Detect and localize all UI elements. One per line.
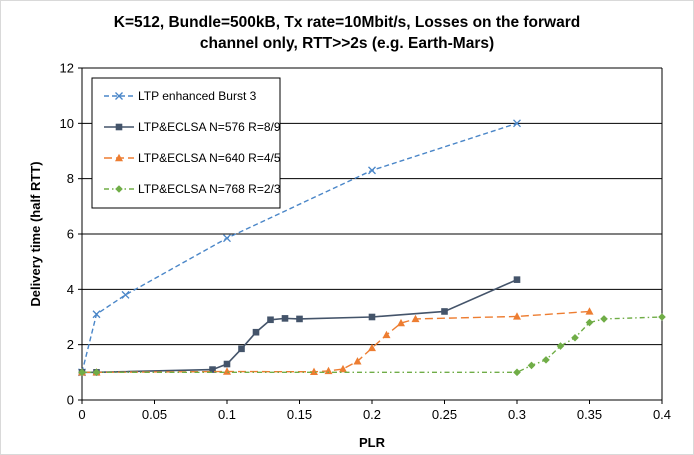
- data-point: [209, 366, 216, 373]
- y-tick-label: 8: [67, 171, 74, 186]
- data-point: [441, 308, 448, 315]
- data-point: [382, 330, 391, 339]
- legend-box: [91, 77, 281, 209]
- y-axis-title: Delivery time (half RTT): [28, 161, 43, 306]
- x-tick-label: 0.1: [218, 407, 236, 422]
- data-point: [600, 315, 608, 323]
- data-point: [78, 368, 86, 377]
- chart-title: K=512, Bundle=500kB, Tx rate=10Mbit/s, L…: [114, 14, 580, 52]
- legend-label: LTP&ECLSA N=768 R=2/3: [138, 182, 281, 196]
- x-tick-label: 0.2: [363, 407, 381, 422]
- x-tick-label: 0: [78, 407, 85, 422]
- legend-swatch-marker: [115, 153, 123, 162]
- data-point: [527, 361, 536, 370]
- data-point: [252, 328, 260, 336]
- series-line-0: [81, 122, 518, 373]
- legend-label: LTP enhanced Burst 3: [138, 89, 257, 103]
- legend-entry: LTP&ECLSA N=768 R=2/3: [104, 182, 281, 196]
- chart-title-line-2: channel only, RTT>>2s (e.g. Earth-Mars): [200, 35, 494, 52]
- series-3: [78, 313, 666, 377]
- data-point: [397, 318, 405, 327]
- legend-label: LTP&ECLSA N=576 R=8/9: [138, 120, 281, 134]
- data-point: [556, 342, 565, 350]
- x-tick-label: 0.3: [508, 407, 526, 422]
- data-point: [658, 313, 666, 321]
- data-point: [368, 313, 376, 321]
- legend: LTP enhanced Burst 3 LTP&ECLSA N=576 R=8/…: [91, 77, 281, 209]
- data-point: [121, 290, 130, 299]
- data-point: [267, 316, 274, 324]
- x-axis-title: PLR: [359, 435, 386, 450]
- legend-swatch-marker: [115, 185, 123, 193]
- legend-entry: LTP&ECLSA N=640 R=4/5: [104, 151, 281, 165]
- data-point: [238, 345, 245, 353]
- series-1: [78, 276, 521, 376]
- legend-swatch-marker: [115, 92, 123, 100]
- data-point: [571, 333, 579, 342]
- legend-entry: LTP enhanced Burst 3: [104, 89, 257, 103]
- data-point: [223, 360, 231, 368]
- data-point: [513, 276, 521, 283]
- data-point: [542, 356, 550, 364]
- data-point: [513, 368, 521, 377]
- y-tick-label: 12: [60, 61, 74, 76]
- y-tick-label: 6: [67, 227, 74, 242]
- axes: [78, 67, 663, 404]
- y-tick-label: 10: [60, 116, 74, 131]
- data-point: [368, 343, 376, 352]
- data-point: [310, 367, 318, 375]
- data-point: [296, 315, 303, 323]
- data-point: [324, 366, 333, 375]
- x-tick-label: 0.25: [432, 407, 457, 422]
- data-point: [368, 166, 376, 175]
- data-point: [411, 314, 420, 323]
- x-tick-label: 0.15: [287, 407, 312, 422]
- legend-swatch-marker: [115, 123, 123, 131]
- data-point: [585, 307, 594, 315]
- series-line-2: [82, 310, 590, 374]
- data-point: [92, 310, 101, 319]
- legend-label: LTP&ECLSA N=640 R=4/5: [138, 151, 281, 165]
- y-tick-label: 2: [67, 337, 74, 352]
- data-point: [353, 357, 362, 365]
- x-tick-labels: 0 0.05 0.1 0.15 0.2 0.25 0.3 0.35 0.4: [78, 407, 671, 422]
- legend-entry: LTP&ECLSA N=576 R=8/9: [104, 120, 281, 134]
- data-point: [223, 234, 231, 243]
- data-point: [339, 364, 347, 373]
- data-point: [513, 119, 521, 128]
- y-tick-labels: 0 2 4 6 8 10 12: [60, 61, 74, 408]
- x-tick-label: 0.35: [577, 407, 602, 422]
- y-tick-label: 0: [67, 393, 74, 408]
- data-point: [513, 312, 521, 320]
- x-tick-label: 0.05: [142, 407, 167, 422]
- chart-title-line-1: K=512, Bundle=500kB, Tx rate=10Mbit/s, L…: [114, 14, 580, 31]
- series-layer: [78, 119, 666, 377]
- x-tick-label: 0.4: [653, 407, 671, 422]
- y-tick-label: 4: [67, 282, 74, 297]
- data-point: [585, 318, 594, 327]
- series-line-3: [82, 316, 663, 374]
- data-point: [281, 315, 289, 322]
- series-line-1: [82, 278, 518, 374]
- data-point: [92, 368, 101, 377]
